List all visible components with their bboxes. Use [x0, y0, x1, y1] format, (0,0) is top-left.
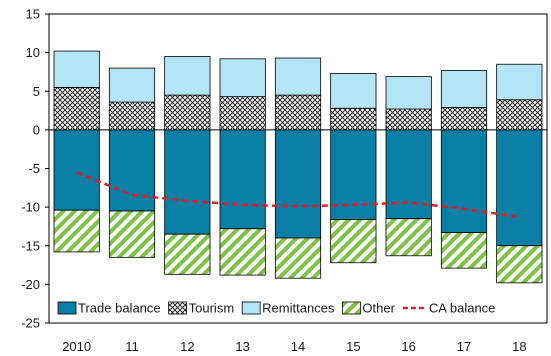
bar-remittances — [53, 50, 100, 88]
bar-tourism — [164, 94, 211, 131]
bar-other — [330, 219, 377, 264]
bar-remittances — [330, 73, 377, 109]
ca-balance-polyline — [76, 171, 520, 219]
bar-trade-balance — [53, 129, 100, 211]
bar-other — [274, 237, 322, 279]
legend: Trade balance Tourism Remittances Other CA b… — [57, 301, 496, 316]
bar-other — [496, 245, 543, 284]
y-tick-label: 0 — [33, 122, 40, 137]
legend-item: CA balance — [402, 301, 496, 316]
bar-tourism — [274, 94, 322, 131]
x-tick-label: 13 — [235, 339, 249, 354]
legend-item: Tourism — [168, 301, 235, 316]
legend-swatch — [168, 301, 188, 315]
bar-other — [440, 232, 488, 269]
legend-item: Trade balance — [57, 301, 161, 316]
bar-trade-balance — [219, 129, 266, 230]
bar-other — [53, 209, 100, 253]
bar-other — [219, 228, 266, 276]
bar-other — [108, 210, 156, 258]
x-tick-label: 16 — [401, 339, 415, 354]
x-tick-label: 11 — [125, 339, 139, 354]
x-tick-label: 17 — [457, 339, 471, 354]
bar-tourism — [496, 99, 543, 131]
legend-swatch — [57, 301, 77, 315]
legend-swatch — [342, 301, 361, 315]
tick-labels: 15 10 5 0 -5 -10 -15 -20 -25 2010 11 12 13 14 15 16 17 18 — [21, 7, 526, 355]
bar-remittances — [274, 57, 322, 96]
bar-tourism — [440, 107, 488, 131]
bar-other — [164, 233, 211, 275]
bars — [53, 50, 543, 284]
bar-remittances — [219, 58, 266, 98]
x-tick-label: 15 — [346, 339, 360, 354]
bar-trade-balance — [496, 129, 543, 247]
x-tick-label: 14 — [291, 339, 305, 354]
legend-swatch — [241, 301, 261, 315]
bar-remittances — [108, 67, 156, 103]
y-tick-label: -10 — [21, 200, 40, 215]
bar-other — [385, 218, 432, 257]
x-tick-label: 2010 — [62, 339, 91, 354]
bar-tourism — [53, 86, 100, 131]
y-tick-label: -20 — [21, 277, 40, 292]
bar-tourism — [108, 101, 156, 131]
bar-tourism — [385, 108, 432, 131]
bar-tourism — [219, 96, 266, 131]
y-tick-label: 10 — [26, 45, 40, 60]
y-tick-label: -15 — [21, 238, 40, 253]
y-tick-label: 15 — [26, 7, 40, 22]
bar-trade-balance — [274, 129, 322, 239]
bar-trade-balance — [108, 129, 156, 212]
ca-balance-line — [76, 171, 520, 219]
x-tick-label: 12 — [180, 339, 194, 354]
legend-label: Other — [362, 301, 395, 316]
legend-label: CA balance — [429, 301, 496, 316]
bar-remittances — [164, 56, 211, 96]
legend-item: Other — [342, 301, 396, 316]
bar-tourism — [330, 107, 377, 131]
y-tick-label: -25 — [21, 316, 40, 331]
legend-label: Remittances — [262, 301, 335, 316]
legend-label: Trade balance — [78, 301, 161, 316]
y-tick-label: 5 — [33, 84, 40, 99]
legend-label: Tourism — [189, 301, 235, 316]
x-tick-label: 18 — [512, 339, 526, 354]
bar-trade-balance — [164, 129, 211, 235]
legend-item: Remittances — [241, 301, 335, 316]
y-tick-label: -5 — [28, 161, 40, 176]
bar-remittances — [440, 69, 488, 108]
bar-remittances — [385, 76, 432, 110]
bar-remittances — [496, 63, 543, 101]
bar-trade-balance — [440, 129, 488, 234]
